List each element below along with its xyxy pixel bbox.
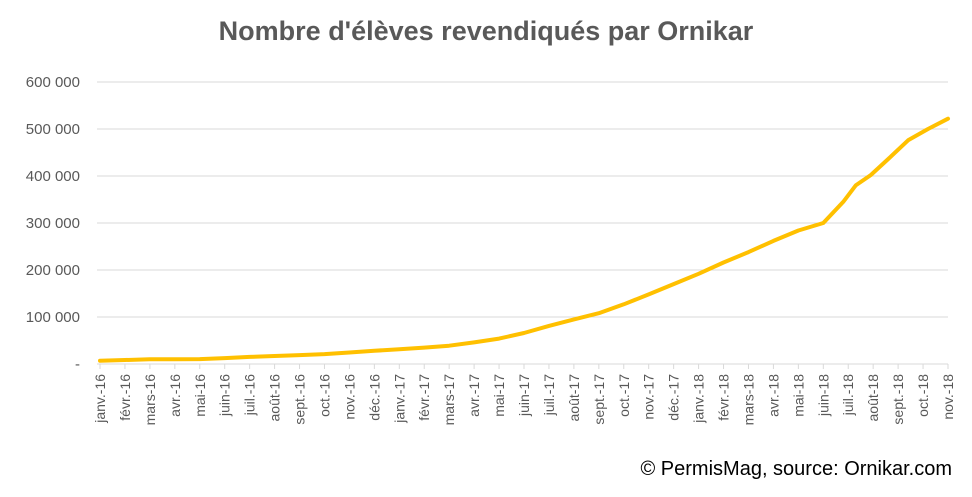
- x-tick-label: août-17: [566, 374, 582, 422]
- y-axis-ticks: - 100 000 200 000 300 000 400 000 500 000 600 …: [26, 74, 80, 373]
- source-credit: © PermisMag, source: Ornikar.com: [640, 458, 952, 480]
- x-tick-label: juil.-16: [242, 374, 258, 416]
- x-tick-label: avr.-18: [765, 374, 781, 417]
- x-tick-label: févr.-17: [416, 374, 432, 421]
- x-tick-label: juin-16: [217, 374, 233, 417]
- x-tick-label: sept.-18: [890, 374, 906, 425]
- chart-title: Nombre d'élèves revendiqués par Ornikar: [218, 16, 754, 46]
- x-tick-label: janv.-17: [391, 374, 407, 424]
- x-tick-label: juil.-18: [840, 374, 856, 416]
- x-tick-label: sept.-17: [591, 374, 607, 425]
- x-tick-label: sept.-16: [292, 374, 308, 425]
- y-tick-label: 600 000: [26, 74, 80, 91]
- gridlines: [97, 81, 948, 365]
- x-tick-label: juil.-17: [541, 374, 557, 416]
- x-tick-label: mai-16: [192, 374, 208, 417]
- x-tick-label: janv.-18: [691, 374, 707, 424]
- x-tick-label: mai-17: [491, 374, 507, 417]
- y-tick-label: 500 000: [26, 121, 80, 138]
- x-tick-label: mars-17: [441, 374, 457, 426]
- x-tick-label: août-18: [865, 374, 881, 422]
- x-tick-label: nov.-18: [940, 374, 956, 420]
- x-tick-label: déc.-17: [666, 374, 682, 421]
- x-tick-label: janv.-16: [92, 374, 108, 424]
- x-tick-label: nov.-16: [341, 374, 357, 420]
- x-axis-ticks: janv.-16 févr.-16 mars-16 avr.-16 mai-16 juin…: [92, 364, 956, 425]
- x-tick-label: mars-16: [142, 374, 158, 426]
- y-tick-label: -: [75, 356, 80, 373]
- series-layer: [98, 116, 950, 363]
- x-tick-label: juin-17: [516, 374, 532, 417]
- x-tick-label: avr.-17: [466, 374, 482, 417]
- x-tick-label: oct.-18: [915, 374, 931, 417]
- x-tick-label: mars-18: [740, 374, 756, 426]
- x-tick-label: juin-18: [815, 374, 831, 417]
- x-tick-label: avr.-16: [167, 374, 183, 417]
- x-tick-label: oct.-16: [316, 374, 332, 417]
- y-tick-label: 400 000: [26, 168, 80, 185]
- x-tick-label: août-16: [267, 374, 283, 422]
- x-tick-label: mai-18: [790, 374, 806, 417]
- y-tick-label: 100 000: [26, 309, 80, 326]
- y-tick-label: 200 000: [26, 262, 80, 279]
- x-tick-label: oct.-17: [616, 374, 632, 417]
- x-tick-label: déc.-16: [366, 374, 382, 421]
- y-tick-label: 300 000: [26, 215, 80, 232]
- x-tick-label: nov.-17: [641, 374, 657, 420]
- x-tick-label: févr.-18: [716, 374, 732, 421]
- x-tick-label: févr.-16: [117, 374, 133, 421]
- series-line: [98, 116, 950, 363]
